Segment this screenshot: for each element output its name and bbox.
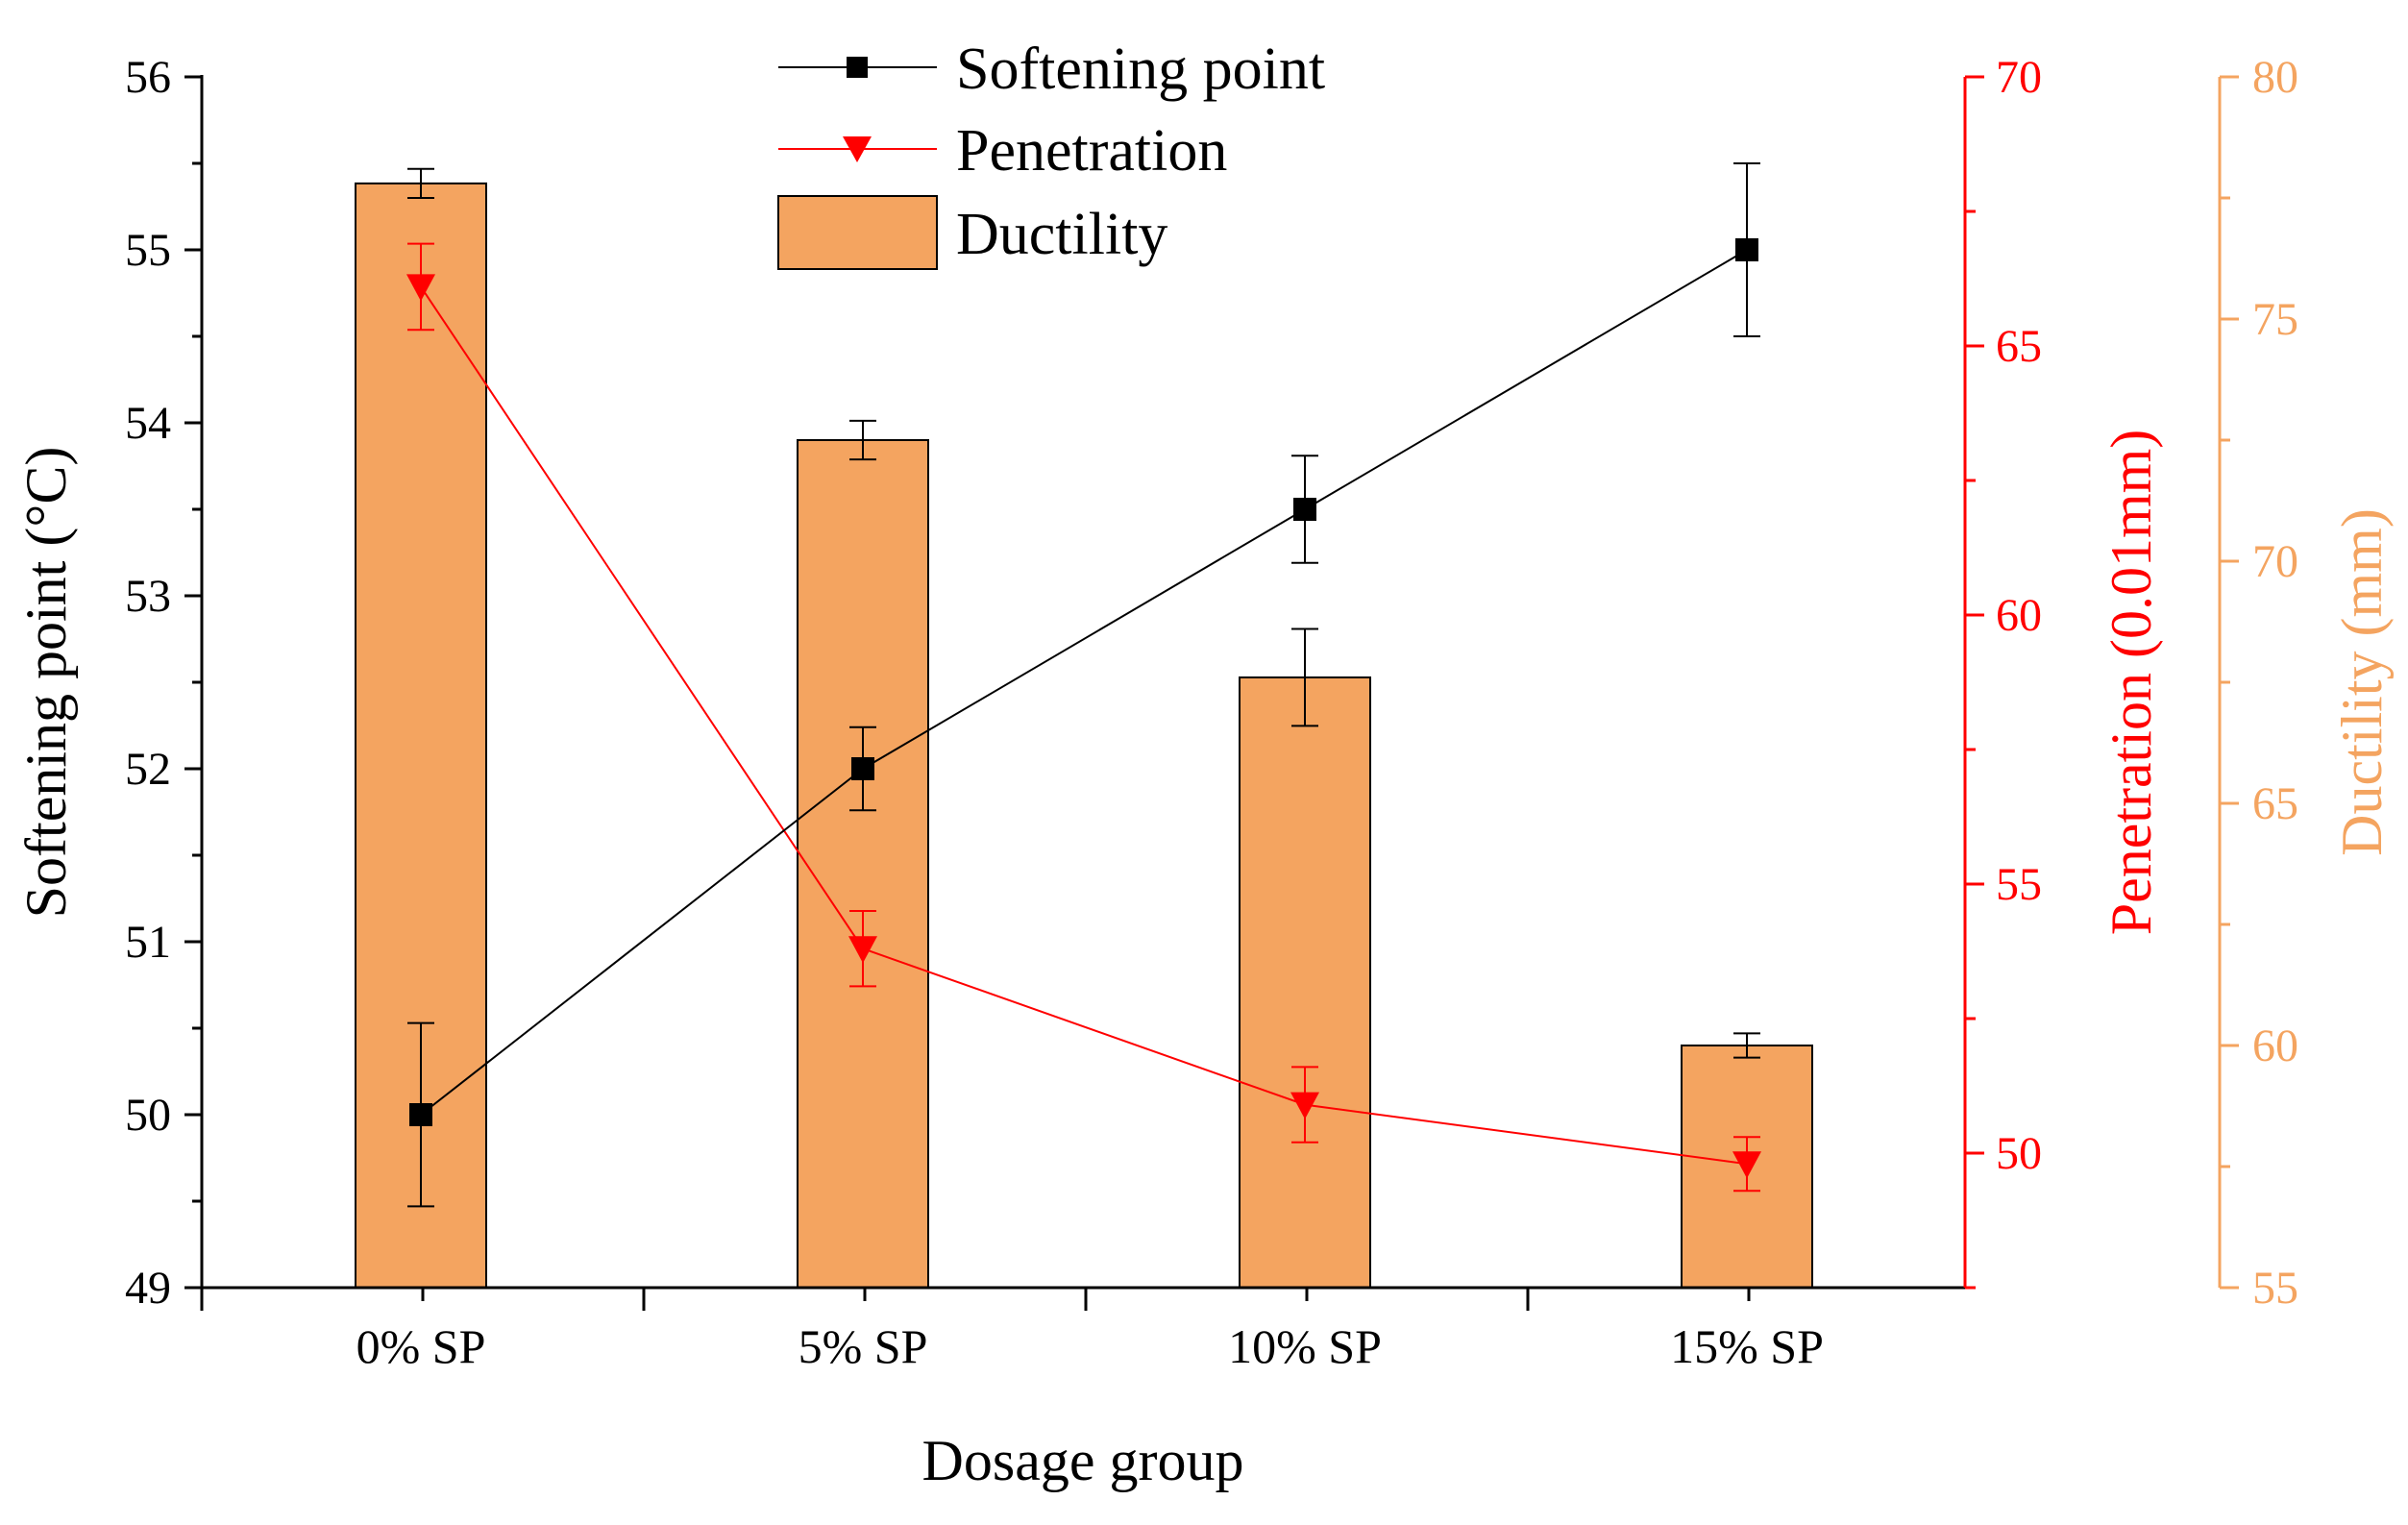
axes-layer: 49 50 51 52 53 54 55 56 0% SP 5% SP 10% SP 15% SP 50… xyxy=(125,52,2298,1373)
marker-penetration xyxy=(1732,1151,1761,1179)
series-line-penetration xyxy=(420,285,1748,1166)
left-tick-label: 49 xyxy=(125,1263,171,1314)
left-tick-label: 51 xyxy=(125,917,171,968)
ductility-tick-label: 55 xyxy=(2252,1263,2298,1314)
marker-softening-point xyxy=(1293,498,1316,521)
left-axis-title: Softening point (°C) xyxy=(14,447,78,919)
left-tick-label: 56 xyxy=(125,52,171,103)
ductility-tick-label: 60 xyxy=(2252,1021,2298,1071)
marker-softening-point xyxy=(851,757,874,780)
category-label: 5% SP xyxy=(799,1319,928,1373)
penetration-tick-label: 50 xyxy=(1996,1128,2042,1179)
category-label: 0% SP xyxy=(356,1319,486,1373)
ductility-axis-title: Ductility (mm) xyxy=(2330,508,2394,856)
marker-softening-point xyxy=(409,1103,432,1126)
left-tick-label: 54 xyxy=(125,398,171,449)
legend: Softening point Penetration Ductility xyxy=(777,37,1325,270)
legend-swatch-ductility xyxy=(777,195,938,270)
legend-label: Ductility xyxy=(956,202,1167,267)
ductility-tick-label: 80 xyxy=(2252,52,2298,103)
category-label: 10% SP xyxy=(1228,1319,1382,1373)
x-axis-title: Dosage group xyxy=(922,1429,1244,1492)
legend-marker-penetration xyxy=(843,136,872,162)
legend-label: Softening point xyxy=(956,37,1325,102)
legend-label: Penetration xyxy=(956,118,1227,184)
ductility-tick-label: 75 xyxy=(2252,294,2298,345)
marker-penetration xyxy=(1290,1092,1319,1119)
ductility-tick-label: 70 xyxy=(2252,536,2298,587)
penetration-axis-title: Penetration (0.01mm) xyxy=(2100,430,2163,936)
category-label: 15% SP xyxy=(1670,1319,1824,1373)
marker-softening-point xyxy=(1735,238,1758,261)
lines-layer xyxy=(406,162,1761,1208)
penetration-tick-label: 55 xyxy=(1996,859,2042,910)
left-tick-label: 55 xyxy=(125,225,171,276)
ductility-tick-label: 65 xyxy=(2252,778,2298,829)
left-tick-label: 53 xyxy=(125,571,171,622)
legend-marker-softening xyxy=(847,57,868,78)
marker-penetration xyxy=(406,274,435,302)
series-line-softening-point xyxy=(420,249,1748,1116)
bar-ductility xyxy=(1239,676,1371,1289)
penetration-tick-label: 60 xyxy=(1996,590,2042,641)
bar-ductility xyxy=(797,439,929,1289)
left-tick-label: 52 xyxy=(125,744,171,795)
left-tick-label: 50 xyxy=(125,1090,171,1141)
text-layer: Dosage group Softening point (°C) Penetrat… xyxy=(14,430,2394,1492)
marker-penetration xyxy=(848,936,877,964)
penetration-tick-label: 70 xyxy=(1996,52,2042,103)
bars-layer xyxy=(355,167,1813,1289)
penetration-tick-label: 65 xyxy=(1996,321,2042,372)
